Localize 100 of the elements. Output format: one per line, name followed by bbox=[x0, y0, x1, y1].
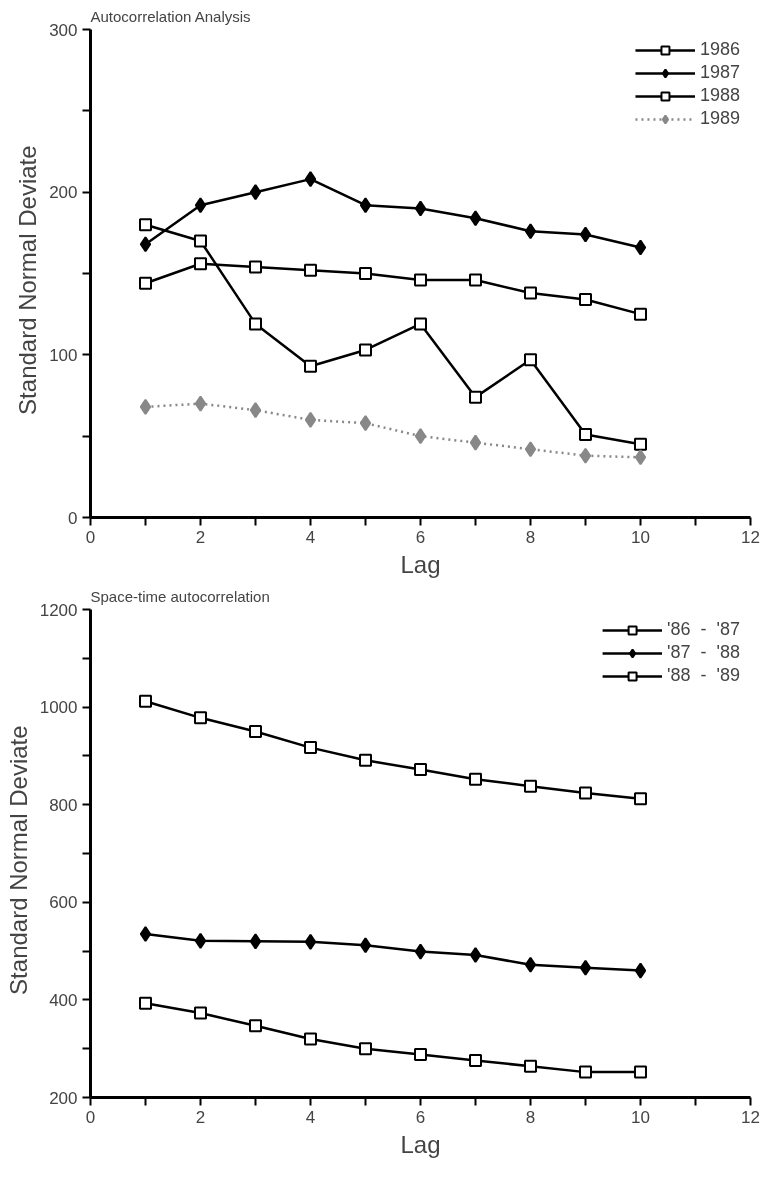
point bbox=[249, 317, 262, 331]
x-tick-label: 6 bbox=[415, 527, 426, 547]
point bbox=[469, 273, 482, 287]
point bbox=[579, 786, 592, 800]
point bbox=[634, 437, 647, 451]
point bbox=[634, 962, 647, 979]
point bbox=[524, 441, 537, 458]
point bbox=[634, 449, 647, 466]
point bbox=[579, 428, 592, 442]
point bbox=[304, 933, 317, 950]
y-tick-label: 1200 bbox=[39, 600, 78, 620]
x-tick-label: 2 bbox=[195, 527, 206, 547]
point bbox=[139, 398, 152, 415]
point bbox=[249, 1019, 262, 1033]
y-tick-label: 800 bbox=[49, 795, 78, 815]
point bbox=[414, 943, 427, 960]
legend-label: 1987 bbox=[699, 62, 740, 83]
point bbox=[194, 711, 207, 725]
point bbox=[414, 317, 427, 331]
point bbox=[579, 226, 592, 243]
point bbox=[359, 415, 372, 432]
point bbox=[469, 772, 482, 786]
point bbox=[524, 286, 537, 300]
point bbox=[249, 402, 262, 419]
point bbox=[304, 171, 317, 188]
point bbox=[579, 447, 592, 464]
point bbox=[249, 933, 262, 950]
legend-label: 1988 bbox=[699, 85, 740, 106]
x-tick-label: 6 bbox=[415, 1107, 426, 1127]
legend-label: '87 - '88 bbox=[667, 642, 740, 663]
point bbox=[304, 741, 317, 755]
point bbox=[304, 411, 317, 428]
point bbox=[524, 956, 537, 973]
point bbox=[469, 434, 482, 451]
point bbox=[359, 343, 372, 357]
point bbox=[634, 1065, 647, 1079]
point bbox=[524, 779, 537, 793]
point bbox=[249, 184, 262, 201]
point bbox=[469, 947, 482, 963]
point bbox=[359, 197, 372, 214]
x-axis-title: Lag bbox=[400, 1130, 441, 1158]
point bbox=[139, 218, 152, 232]
legend-label: '88 - '89 bbox=[667, 665, 740, 686]
y-tick-label: 600 bbox=[49, 893, 78, 913]
point bbox=[304, 1032, 317, 1046]
point bbox=[194, 395, 207, 412]
x-tick-label: 8 bbox=[525, 527, 536, 547]
point bbox=[579, 1065, 592, 1079]
x-tick-label: 4 bbox=[305, 1107, 316, 1127]
point bbox=[194, 197, 207, 214]
point bbox=[634, 239, 647, 256]
point bbox=[194, 932, 207, 949]
point bbox=[469, 210, 482, 227]
point bbox=[304, 359, 317, 373]
point bbox=[249, 725, 262, 738]
point bbox=[524, 1059, 537, 1073]
point bbox=[194, 1006, 207, 1020]
x-tick-label: 12 bbox=[741, 527, 760, 547]
x-tick-label: 2 bbox=[195, 1107, 206, 1127]
x-tick-label: 4 bbox=[305, 527, 316, 547]
point bbox=[579, 959, 592, 976]
point bbox=[359, 267, 372, 280]
point bbox=[634, 792, 647, 806]
x-axis-title: Lag bbox=[400, 550, 441, 578]
point bbox=[469, 1053, 482, 1067]
point bbox=[359, 1042, 372, 1056]
point bbox=[524, 223, 537, 240]
x-tick-label: 0 bbox=[85, 527, 96, 547]
point bbox=[414, 428, 427, 445]
y-tick-label: 200 bbox=[49, 1088, 78, 1108]
x-tick-label: 10 bbox=[631, 1107, 650, 1127]
point bbox=[139, 276, 152, 290]
point bbox=[579, 293, 592, 307]
y-tick-label: 0 bbox=[68, 508, 78, 528]
y-axis-title: Standard Normal Deviate bbox=[4, 725, 32, 995]
point bbox=[139, 694, 152, 708]
x-tick-label: 10 bbox=[631, 527, 650, 547]
point bbox=[139, 236, 152, 253]
point bbox=[359, 937, 372, 954]
point bbox=[414, 200, 427, 217]
y-axis-title: Standard Normal Deviate bbox=[14, 145, 42, 415]
y-tick-label: 1000 bbox=[39, 698, 78, 718]
point bbox=[194, 257, 207, 271]
y-tick-label: 400 bbox=[49, 990, 78, 1010]
point bbox=[249, 260, 262, 274]
y-tick-label: 200 bbox=[49, 183, 78, 203]
point bbox=[194, 234, 207, 248]
y-tick-label: 300 bbox=[49, 20, 78, 40]
point bbox=[139, 926, 152, 943]
point bbox=[414, 1048, 427, 1062]
x-tick-label: 12 bbox=[741, 1107, 760, 1127]
point bbox=[304, 263, 317, 277]
point bbox=[359, 753, 372, 767]
point bbox=[524, 353, 537, 367]
chart-title: Autocorrelation Analysis bbox=[90, 7, 251, 25]
legend-label: '86 - '87 bbox=[667, 619, 740, 640]
chart-title: Space-time autocorrelation bbox=[90, 587, 270, 605]
legend-label: 1989 bbox=[699, 108, 740, 129]
x-tick-label: 8 bbox=[525, 1107, 536, 1127]
point bbox=[414, 763, 427, 777]
